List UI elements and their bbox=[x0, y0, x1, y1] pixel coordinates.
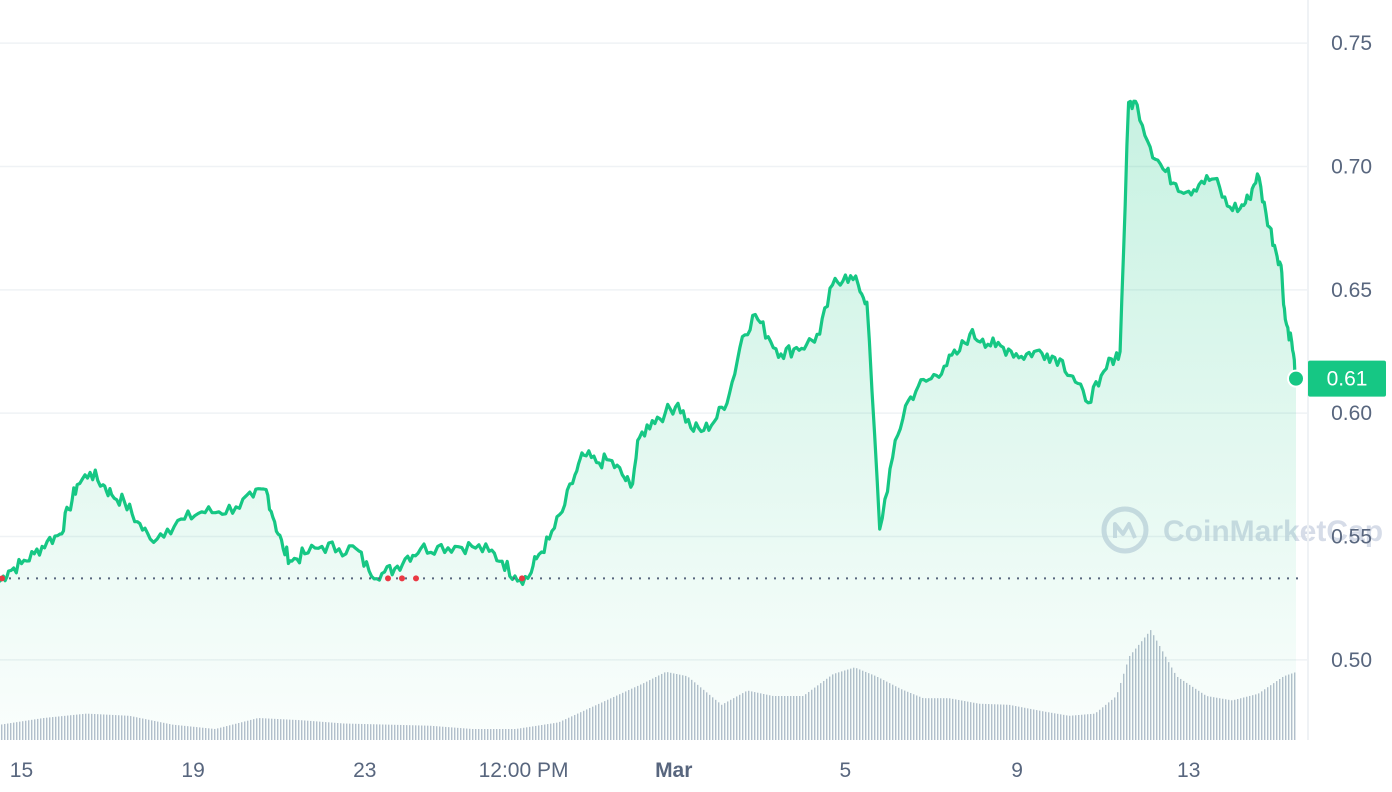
x-tick-label: 12:00 PM bbox=[479, 759, 569, 782]
current-price-marker[interactable]: 0.61 bbox=[1287, 360, 1386, 397]
price-line bbox=[0, 99, 1298, 586]
below-baseline-dip bbox=[399, 575, 405, 582]
current-price-dot bbox=[1287, 369, 1305, 388]
x-tick-label: 9 bbox=[1011, 759, 1023, 782]
y-tick-label: 0.75 bbox=[1331, 32, 1372, 55]
x-tick-label: 23 bbox=[353, 759, 376, 782]
y-tick-label: 0.60 bbox=[1331, 402, 1372, 425]
below-baseline-dip bbox=[0, 575, 5, 582]
below-baseline-dip bbox=[413, 575, 419, 582]
current-price-badge bbox=[1308, 360, 1386, 397]
price-area bbox=[0, 101, 1296, 740]
price-series-line bbox=[0, 99, 1298, 586]
x-tick-label: 19 bbox=[181, 759, 204, 782]
y-tick-label: 0.50 bbox=[1331, 649, 1372, 672]
x-tick-label: 15 bbox=[10, 759, 33, 782]
x-tick-label: 5 bbox=[840, 759, 852, 782]
y-tick-label: 0.70 bbox=[1331, 156, 1372, 179]
below-baseline-dip bbox=[385, 575, 391, 582]
x-tick-label: 13 bbox=[1177, 759, 1200, 782]
current-price-label: 0.61 bbox=[1327, 368, 1368, 391]
x-tick-label: Mar bbox=[655, 759, 692, 782]
x-axis: 15 19 23 12:00 PM Mar 5 9 13 bbox=[10, 759, 1201, 782]
price-area-fill bbox=[0, 101, 1296, 740]
y-tick-label: 0.55 bbox=[1331, 526, 1372, 549]
y-tick-label: 0.65 bbox=[1331, 279, 1372, 302]
baseline-dotted-line bbox=[0, 575, 1300, 582]
below-baseline-dip bbox=[519, 575, 525, 582]
